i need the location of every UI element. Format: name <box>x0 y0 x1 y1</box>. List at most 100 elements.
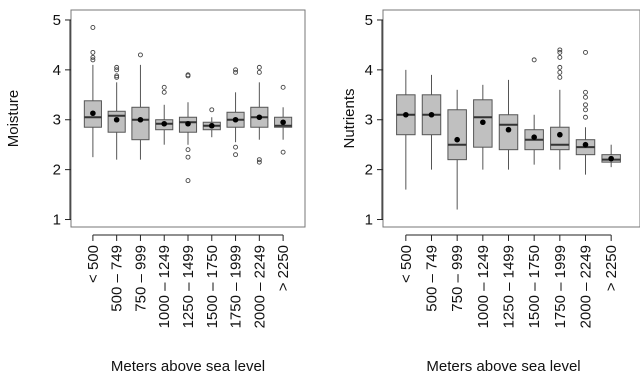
mean-point <box>161 120 168 127</box>
outlier-point <box>90 57 96 63</box>
outlier-point <box>256 69 262 75</box>
outlier-point <box>137 52 143 58</box>
box-6: 1500 – 1750 <box>524 57 544 328</box>
x-tick-label: 750 – 999 <box>449 245 466 312</box>
mean-point <box>256 114 263 121</box>
x-tick-label: 750 – 999 <box>132 245 149 312</box>
x-tick-label: 1500 – 1750 <box>204 245 221 328</box>
box-1: < 500 <box>396 69 416 283</box>
outlier-point <box>233 67 239 73</box>
outlier-point <box>114 73 120 79</box>
x-tick-label: < 500 <box>85 245 102 283</box>
box-body <box>447 109 467 161</box>
mean-point <box>403 111 409 118</box>
plot-frame <box>70 9 306 228</box>
x-tick-label: 2000 – 2249 <box>251 245 268 328</box>
box-7: 1750 – 1999 <box>550 47 570 328</box>
box-body <box>131 106 150 141</box>
mean-point <box>185 120 191 127</box>
box-9: > 2250 <box>601 144 621 291</box>
outlier-point <box>161 89 167 95</box>
box-5: 1250 – 1499 <box>178 72 198 328</box>
outlier-point <box>256 159 262 165</box>
mean-point <box>531 134 537 141</box>
box-2: 500 – 749 <box>421 74 442 312</box>
mean-point <box>480 119 486 126</box>
mean-point <box>428 111 435 118</box>
x-tick-label: 1750 – 1999 <box>552 245 569 328</box>
outlier-point <box>90 54 96 60</box>
x-axis-title: Meters above sea level <box>426 358 580 375</box>
outlier-point <box>256 157 262 163</box>
box-6: 1500 – 1750 <box>202 107 221 328</box>
x-tick-label: > 2250 <box>603 245 620 291</box>
outlier-point <box>583 107 588 113</box>
box-4: 1000 – 1249 <box>155 84 174 328</box>
outlier-point <box>209 107 215 113</box>
outlier-point <box>280 149 286 155</box>
x-tick-label: 500 – 749 <box>424 245 441 312</box>
outlier-point <box>280 84 286 90</box>
outlier-point <box>531 57 537 63</box>
box-4: 1000 – 1249 <box>473 84 493 328</box>
outlier-point <box>583 102 588 108</box>
boxplot-panel-2: 1 2 3 4 5 Nutrients < 500 500 – 749 750 – 999 100… <box>341 9 640 375</box>
outlier-point <box>90 49 96 55</box>
outlier-point <box>90 25 96 30</box>
outlier-point <box>114 67 120 73</box>
box-8: 2000 – 2249 <box>250 64 269 328</box>
outlier-point <box>557 74 563 80</box>
x-tick-label: 1250 – 1499 <box>501 245 518 328</box>
outlier-point <box>185 178 191 184</box>
mean-point <box>208 122 215 129</box>
box-1: < 500 <box>83 25 102 283</box>
mean-point <box>113 116 120 123</box>
boxplot-panel-1: 1 2 3 4 5 Moisture < 500 500 – 749 750 – 999 1000… <box>5 9 306 375</box>
box-8: 2000 – 2249 <box>575 49 596 328</box>
outlier-point <box>185 147 191 153</box>
outlier-point <box>114 74 120 80</box>
outlier-point <box>161 84 167 90</box>
box-3: 750 – 999 <box>447 89 467 312</box>
x-tick-label: > 2250 <box>275 245 292 291</box>
mean-point <box>454 136 460 143</box>
outlier-point <box>557 49 563 55</box>
x-tick-label: 1500 – 1750 <box>526 245 543 328</box>
plot-frame <box>382 9 640 228</box>
y-tick-label: 5 <box>53 12 61 29</box>
x-axis-title: Meters above sea level <box>111 358 265 375</box>
y-tick-label: 4 <box>53 62 61 79</box>
box-2: 500 – 749 <box>107 64 126 312</box>
outlier-point <box>557 54 563 60</box>
outlier-point <box>256 64 262 70</box>
outlier-point <box>233 144 239 150</box>
y-tick-label: 1 <box>365 212 373 229</box>
outlier-point <box>557 69 563 75</box>
x-tick-label: 1250 – 1499 <box>180 245 197 328</box>
y-tick-label: 5 <box>365 12 373 29</box>
y-tick-label: 3 <box>53 112 61 129</box>
outlier-point <box>233 152 239 158</box>
x-tick-label: < 500 <box>398 245 415 283</box>
mean-point <box>608 155 614 162</box>
mean-point <box>137 116 144 123</box>
outlier-point <box>557 64 563 70</box>
mean-point <box>557 131 563 138</box>
box-7: 1750 – 1999 <box>226 67 245 328</box>
y-tick-label: 2 <box>365 162 373 179</box>
mean-point <box>505 126 512 133</box>
x-tick-label: 2000 – 2249 <box>578 245 595 328</box>
x-tick-label: 500 – 749 <box>109 245 126 312</box>
mean-point <box>582 141 589 148</box>
y-tick-label: 1 <box>53 212 61 229</box>
outlier-point <box>114 64 120 70</box>
mean-point <box>232 116 239 123</box>
outlier-point <box>583 114 588 120</box>
outlier-point <box>185 154 191 160</box>
x-tick-label: 1000 – 1249 <box>475 245 492 328</box>
outlier-point <box>583 89 588 95</box>
mean-point <box>90 110 96 117</box>
y-axis-title: Nutrients <box>341 88 358 148</box>
box-5: 1250 – 1499 <box>498 79 519 328</box>
